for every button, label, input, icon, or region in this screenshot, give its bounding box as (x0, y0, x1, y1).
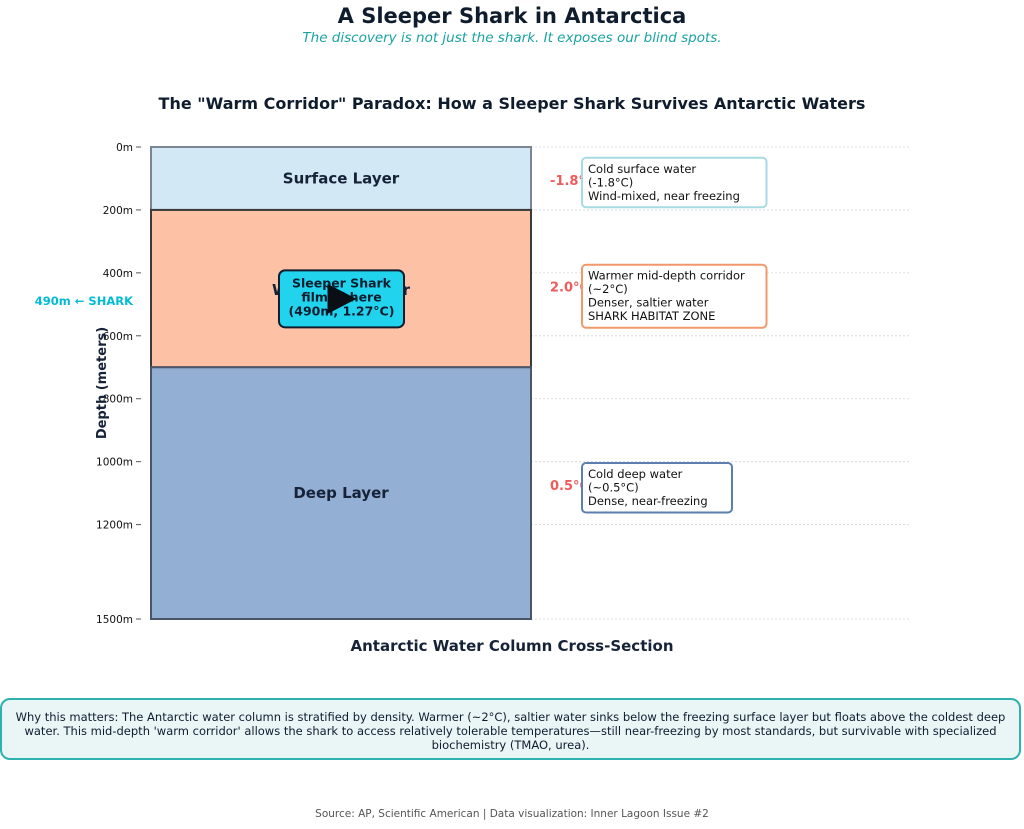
temperature-label: 0.5°C (550, 479, 589, 494)
annotation-box (581, 156, 768, 209)
play-icon (327, 283, 357, 314)
annotation-line: Cold deep water (588, 467, 683, 481)
y-tick-label: 600m (103, 331, 133, 343)
y-tick-label: 400m (103, 268, 133, 280)
temperature-label: 2.0°C (550, 281, 589, 296)
annotation-line: (~2°C) (588, 282, 628, 296)
x-axis-label: Antarctic Water Column Cross-Section (350, 637, 673, 655)
annotation-line: Denser, saltier water (588, 296, 709, 310)
y-axis-label: Depth (meters) (95, 327, 110, 439)
annotation-line: SHARK HABITAT ZONE (588, 309, 715, 323)
page-subtitle: The discovery is not just the shark. It … (302, 30, 722, 46)
annotation-box (581, 263, 768, 329)
y-tick-label: 0m (116, 142, 133, 154)
annotation-line: Wind-mixed, near freezing (588, 189, 740, 203)
layer-label: Deep Layer (293, 484, 389, 502)
y-tick-label: 200m (103, 205, 133, 217)
y-tick-label: 1200m (96, 520, 133, 532)
explanation-note: Why this matters: The Antarctic water co… (0, 698, 1021, 760)
annotation-line: Warmer mid-depth corridor (588, 269, 745, 283)
shark-depth-marker: 490m ← SHARK (35, 294, 134, 308)
y-tick-label: 1000m (96, 457, 133, 469)
y-tick-label: 800m (103, 394, 133, 406)
shark-callout-line: Sleeper Shark (292, 275, 392, 290)
annotation-line: (~0.5°C) (588, 480, 639, 494)
chart-title: The "Warm Corridor" Paradox: How a Sleep… (158, 94, 866, 113)
layer-band (150, 146, 532, 211)
shark-callout-line: (490m, 1.27°C) (289, 303, 395, 318)
annotation-box (581, 461, 733, 514)
annotation-line: (-1.8°C) (588, 175, 633, 189)
layer-label: Surface Layer (283, 169, 400, 187)
explanation-text: Why this matters: The Antarctic water co… (15, 710, 1006, 752)
source-credit: Source: AP, Scientific American | Data v… (315, 808, 709, 820)
annotation-line: Cold surface water (588, 162, 696, 176)
y-tick-label: 1500m (96, 614, 133, 626)
annotation-line: Dense, near-freezing (588, 494, 708, 508)
layer-band (150, 366, 532, 620)
page-title: A Sleeper Shark in Antarctica (337, 4, 687, 28)
